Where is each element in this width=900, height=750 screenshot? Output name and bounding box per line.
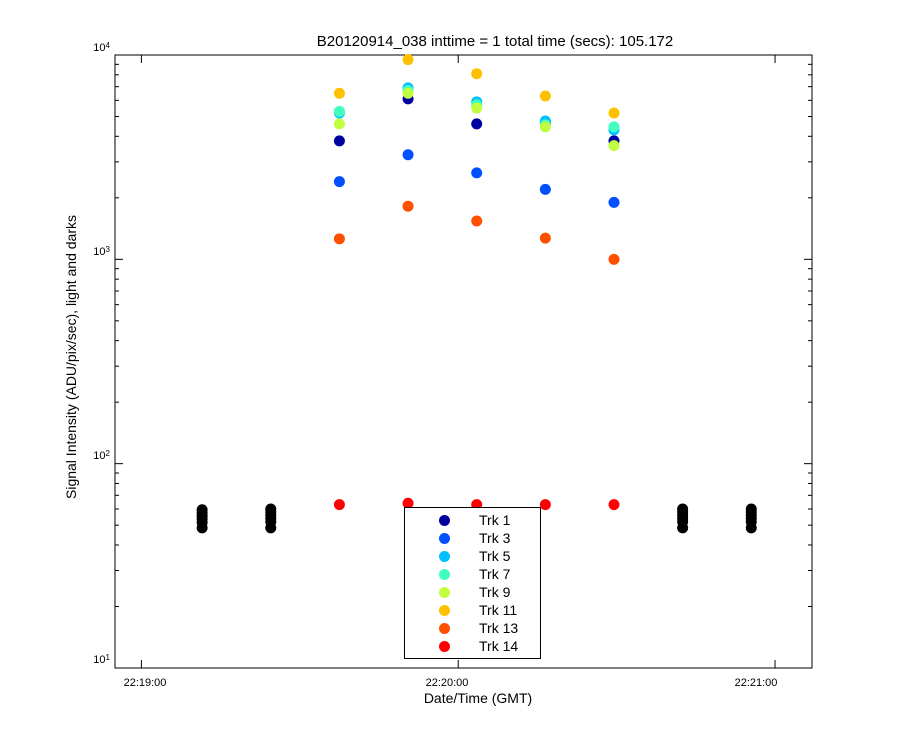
x-tick-label-221900: 22:19:00 xyxy=(123,677,167,689)
point-trk14 xyxy=(539,499,551,511)
point-trk11 xyxy=(539,90,551,102)
chart-title: B20120914_038 inttime = 1 total time (se… xyxy=(316,33,674,50)
legend-item-trk14: Trk 14 xyxy=(405,637,540,655)
y-tick-label-10e3: 103 xyxy=(93,245,110,258)
legend-label: Trk 3 xyxy=(479,530,511,546)
point-trk7 xyxy=(333,105,345,117)
legend-label: Trk 7 xyxy=(479,566,511,582)
y-tick-label-10e2: 102 xyxy=(93,449,110,462)
x-tick-label-222100: 22:21:00 xyxy=(734,677,778,689)
point-trk14 xyxy=(608,499,620,511)
point-trk9 xyxy=(471,102,483,114)
point-trk9 xyxy=(608,140,620,152)
axis-ticks xyxy=(115,55,812,669)
point-trk13 xyxy=(402,200,414,212)
point-trk11 xyxy=(471,68,483,80)
legend-item-trk7: Trk 7 xyxy=(405,565,540,583)
legend-item-trk9: Trk 9 xyxy=(405,583,540,601)
data-points xyxy=(196,54,757,534)
legend-marker-icon xyxy=(439,605,450,616)
legend-marker-icon xyxy=(439,641,450,652)
point-trk3 xyxy=(539,183,551,195)
point-trk14 xyxy=(402,497,414,509)
dark-point xyxy=(265,522,277,534)
point-trk13 xyxy=(471,215,483,227)
legend-marker-icon xyxy=(439,623,450,634)
point-trk3 xyxy=(608,196,620,208)
point-trk1 xyxy=(333,135,345,147)
x-axis-label: Date/Time (GMT) xyxy=(423,690,533,706)
legend-label: Trk 13 xyxy=(479,620,519,636)
dark-point xyxy=(677,522,689,534)
point-trk3 xyxy=(402,149,414,161)
legend-item-trk1: Trk 1 xyxy=(405,511,540,529)
point-trk7 xyxy=(608,121,620,133)
dark-point xyxy=(196,522,208,534)
point-trk3 xyxy=(333,176,345,188)
legend-marker-icon xyxy=(439,551,450,562)
point-trk13 xyxy=(333,233,345,245)
point-trk11 xyxy=(608,107,620,119)
legend-item-trk5: Trk 5 xyxy=(405,547,540,565)
point-trk13 xyxy=(608,253,620,265)
legend-item-trk11: Trk 11 xyxy=(405,601,540,619)
point-trk9 xyxy=(333,118,345,130)
legend-marker-icon xyxy=(439,515,450,526)
y-tick-label-10e4: 104 xyxy=(93,41,110,54)
legend-item-trk3: Trk 3 xyxy=(405,529,540,547)
legend-marker-icon xyxy=(439,533,450,544)
dark-point xyxy=(745,522,757,534)
point-trk1 xyxy=(471,118,483,130)
legend: Trk 1 Trk 3 Trk 5 Trk 7 Trk 9 Trk 11 Trk… xyxy=(404,507,541,659)
legend-label: Trk 9 xyxy=(479,584,511,600)
point-trk11 xyxy=(333,87,345,99)
y-tick-label-10e1: 101 xyxy=(93,653,110,666)
legend-label: Trk 5 xyxy=(479,548,511,564)
point-trk9 xyxy=(539,121,551,133)
point-trk13 xyxy=(539,232,551,244)
x-tick-label-222000: 22:20:00 xyxy=(425,677,469,689)
legend-label: Trk 14 xyxy=(479,638,519,654)
legend-item-trk13: Trk 13 xyxy=(405,619,540,637)
legend-label: Trk 11 xyxy=(479,602,518,618)
point-trk14 xyxy=(333,499,345,511)
point-trk11 xyxy=(402,54,414,66)
legend-marker-icon xyxy=(439,587,450,598)
point-trk9 xyxy=(402,87,414,99)
legend-label: Trk 1 xyxy=(479,512,511,528)
point-trk3 xyxy=(471,167,483,179)
legend-marker-icon xyxy=(439,569,450,580)
